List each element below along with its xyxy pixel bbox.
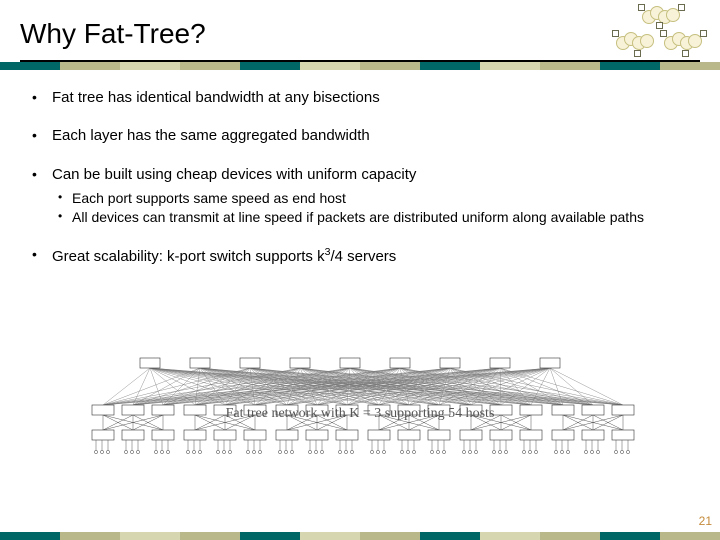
content-area: Fat tree has identical bandwidth at any … [24,88,696,285]
stripe-top [0,62,720,70]
bullet-3: Can be built using cheap devices with un… [24,165,696,227]
bullet-4-post: /4 servers [330,248,396,265]
bullet-4-pre: Great scalability: k-port switch support… [52,248,325,265]
stripe-bottom [0,532,720,540]
bullet-1-text: Fat tree has identical bandwidth at any … [52,89,380,106]
corner-network-icon [612,6,704,62]
bullet-2-text: Each layer has the same aggregated bandw… [52,127,370,144]
bullet-3a: Each port supports same speed as end hos… [52,189,696,208]
bullet-3b: All devices can transmit at line speed i… [52,208,696,227]
page-number: 21 [699,514,712,528]
bullet-4: Great scalability: k-port switch support… [24,245,696,267]
bullet-3-text: Can be built using cheap devices with un… [52,166,416,183]
diagram-caption: Fat tree network with K = 3 supporting 5… [226,406,495,421]
bullet-1: Fat tree has identical bandwidth at any … [24,88,696,108]
bullet-2: Each layer has the same aggregated bandw… [24,126,696,146]
